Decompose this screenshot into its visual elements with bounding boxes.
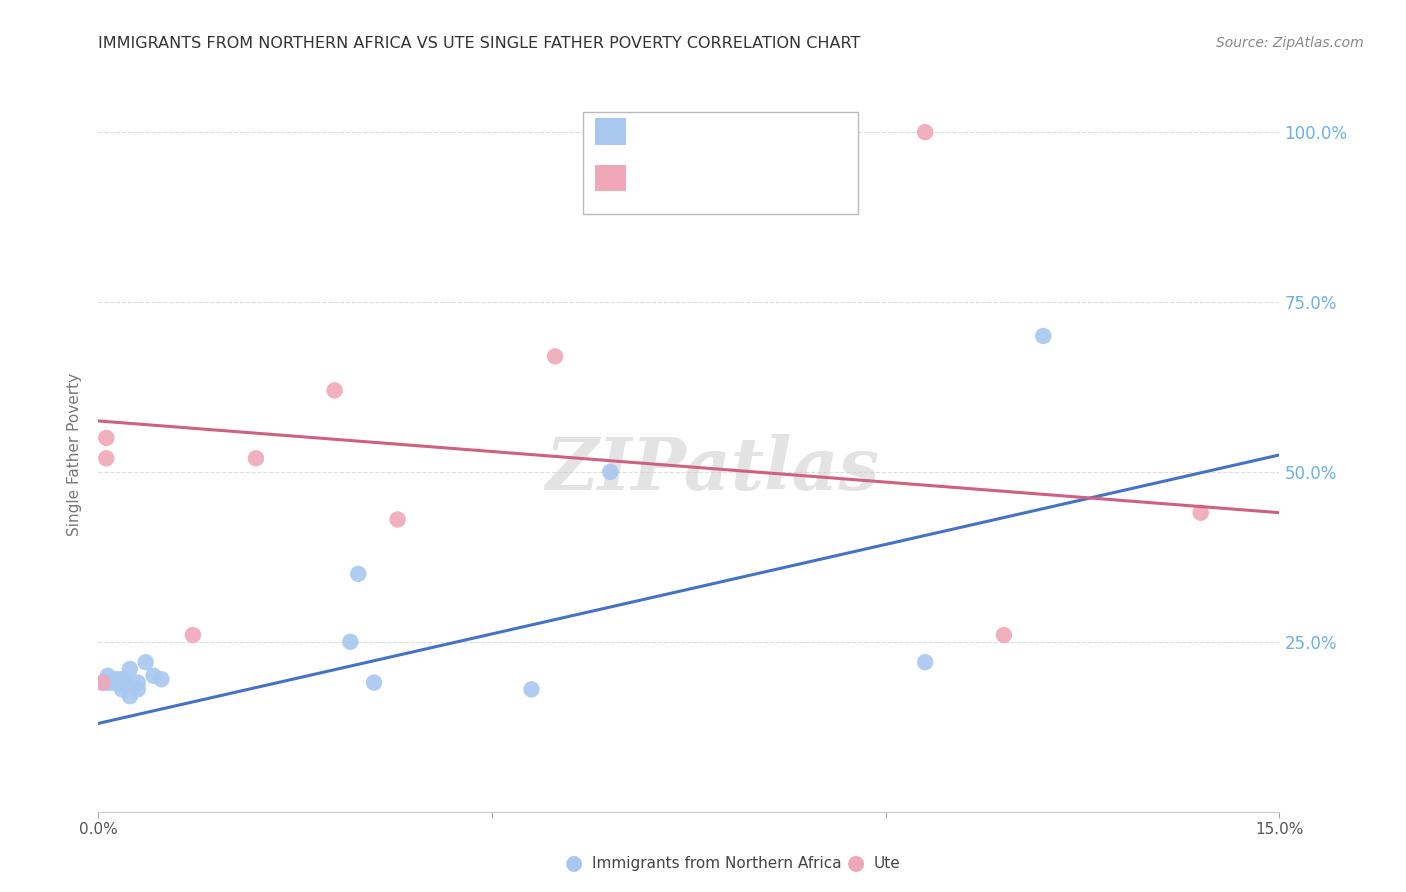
Point <box>96 675 118 690</box>
Point <box>107 672 129 686</box>
Point <box>520 682 543 697</box>
Point <box>111 675 134 690</box>
Point <box>914 125 936 139</box>
Y-axis label: Single Father Poverty: Single Father Poverty <box>67 374 83 536</box>
Point <box>115 675 138 690</box>
Text: Immigrants from Northern Africa: Immigrants from Northern Africa <box>592 856 842 871</box>
Point <box>135 655 157 669</box>
Text: Ute: Ute <box>873 856 900 871</box>
Point <box>150 672 173 686</box>
Point <box>914 655 936 669</box>
Point <box>111 682 134 697</box>
Point <box>96 431 118 445</box>
Point <box>118 662 141 676</box>
Point <box>599 465 621 479</box>
Point <box>387 512 409 526</box>
Point <box>127 675 149 690</box>
Point <box>96 451 118 466</box>
Text: R =  0.578   N = 25: R = 0.578 N = 25 <box>637 125 813 143</box>
Point <box>111 672 134 686</box>
Point <box>339 635 361 649</box>
Point <box>118 689 141 703</box>
Point <box>91 675 114 690</box>
Point <box>98 675 121 690</box>
Text: ●: ● <box>846 854 865 873</box>
Point <box>1189 506 1212 520</box>
Point <box>363 675 385 690</box>
Text: Source: ZipAtlas.com: Source: ZipAtlas.com <box>1216 36 1364 50</box>
Text: IMMIGRANTS FROM NORTHERN AFRICA VS UTE SINGLE FATHER POVERTY CORRELATION CHART: IMMIGRANTS FROM NORTHERN AFRICA VS UTE S… <box>98 36 860 51</box>
Point <box>181 628 204 642</box>
Point <box>544 350 567 364</box>
Point <box>103 672 125 686</box>
Text: ●: ● <box>565 854 583 873</box>
Point <box>103 675 125 690</box>
Text: ZIPatlas: ZIPatlas <box>546 434 880 505</box>
Point <box>245 451 267 466</box>
Point <box>347 566 370 581</box>
Point <box>91 675 114 690</box>
Point <box>1032 329 1054 343</box>
Point <box>97 669 120 683</box>
Point <box>127 682 149 697</box>
Point <box>104 675 127 690</box>
Point <box>323 384 346 398</box>
Text: R = -0.107   N = 11: R = -0.107 N = 11 <box>637 171 814 189</box>
Point <box>993 628 1015 642</box>
Point <box>142 669 165 683</box>
